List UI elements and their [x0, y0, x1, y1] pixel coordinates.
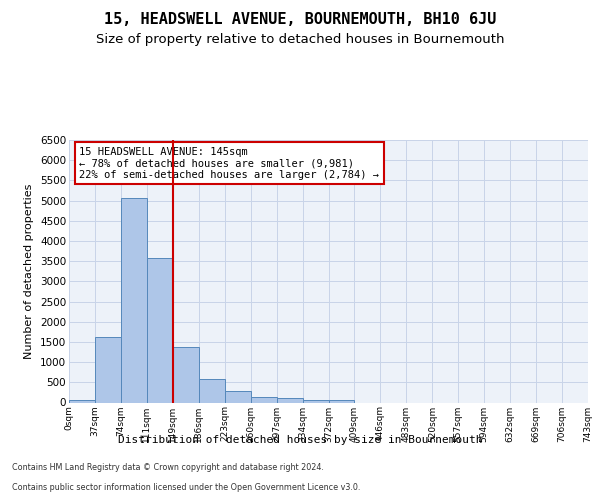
Text: Contains HM Land Registry data © Crown copyright and database right 2024.: Contains HM Land Registry data © Crown c…	[12, 464, 324, 472]
Bar	[251, 397, 277, 402]
Text: 15, HEADSWELL AVENUE, BOURNEMOUTH, BH10 6JU: 15, HEADSWELL AVENUE, BOURNEMOUTH, BH10 …	[104, 12, 496, 28]
Bar	[225, 391, 251, 402]
Text: Size of property relative to detached houses in Bournemouth: Size of property relative to detached ho…	[96, 32, 504, 46]
Bar	[329, 400, 355, 402]
Bar	[302, 400, 329, 402]
Bar	[95, 337, 121, 402]
Text: 15 HEADSWELL AVENUE: 145sqm
← 78% of detached houses are smaller (9,981)
22% of : 15 HEADSWELL AVENUE: 145sqm ← 78% of det…	[79, 146, 379, 180]
Bar	[69, 400, 95, 402]
Bar	[277, 398, 302, 402]
Y-axis label: Number of detached properties: Number of detached properties	[25, 184, 34, 359]
Bar	[147, 258, 173, 402]
Bar	[173, 347, 199, 403]
Bar	[121, 198, 147, 402]
Text: Distribution of detached houses by size in Bournemouth: Distribution of detached houses by size …	[118, 435, 482, 445]
Text: Contains public sector information licensed under the Open Government Licence v3: Contains public sector information licen…	[12, 484, 361, 492]
Bar	[199, 379, 224, 402]
